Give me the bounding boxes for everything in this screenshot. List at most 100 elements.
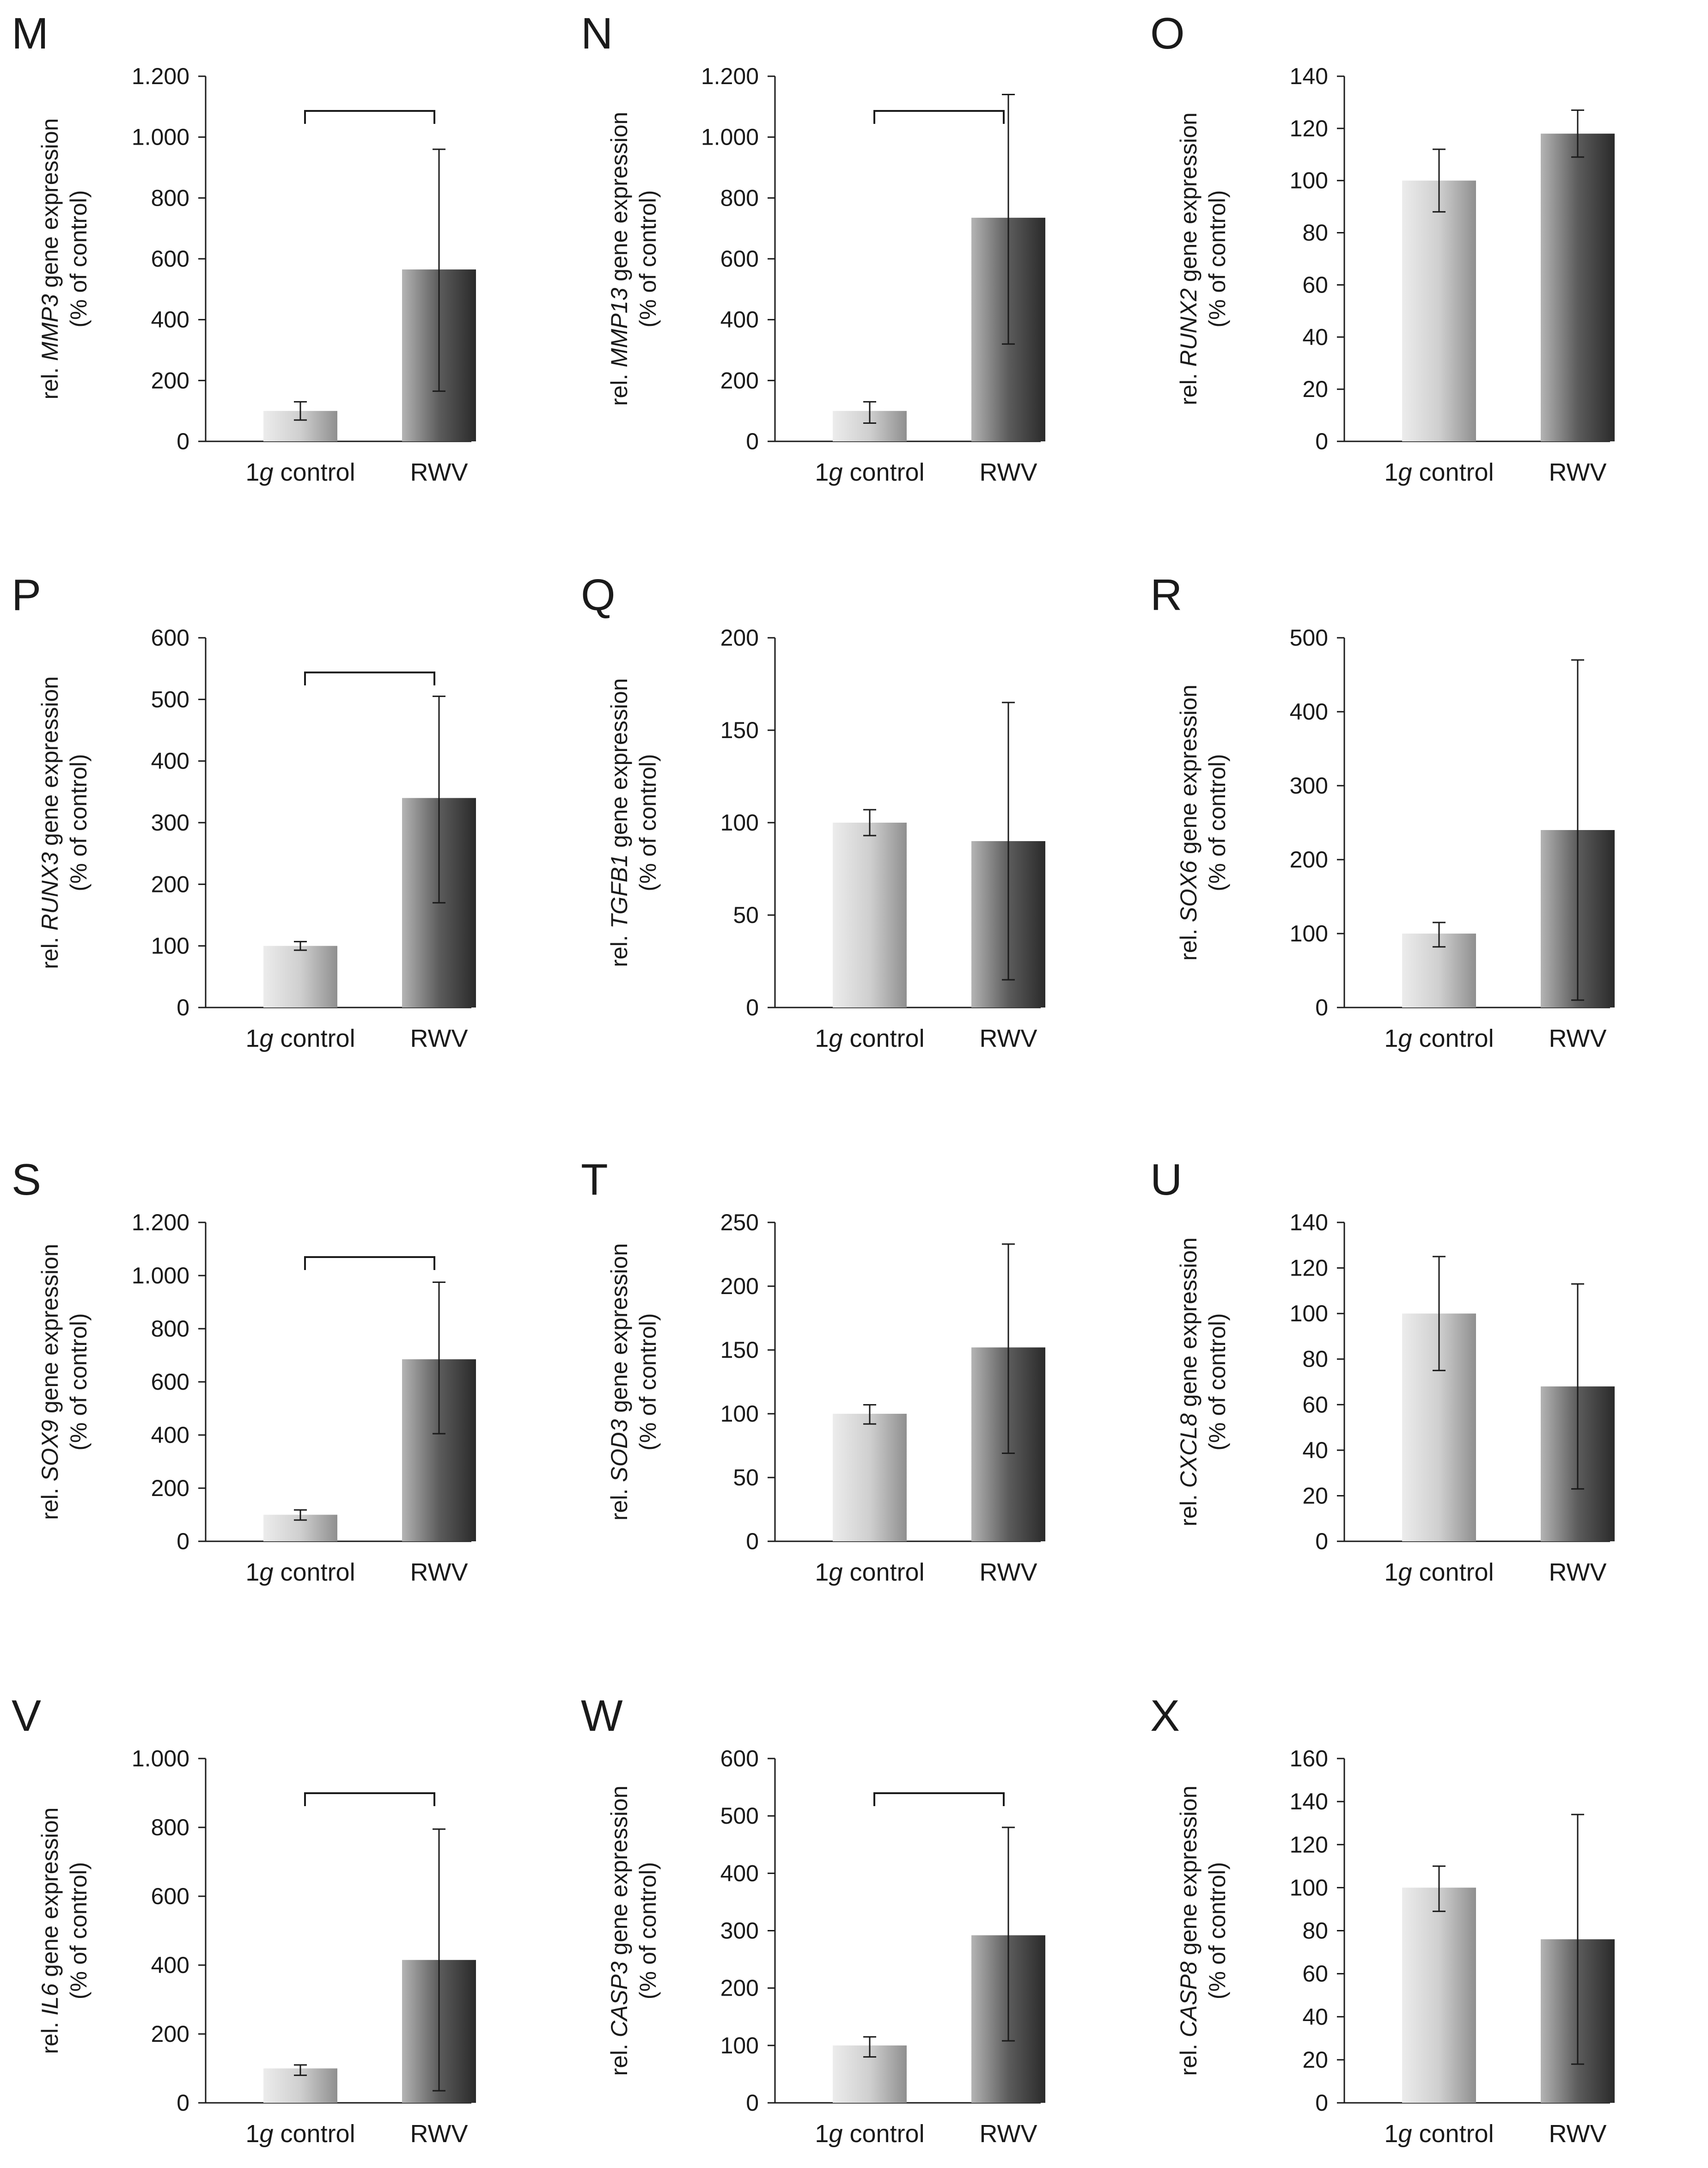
y-tick-label: 400 bbox=[1290, 699, 1328, 725]
chart-panel-t: T 0 50 100 150 200 250 rel. SOD3 gene expressio… bbox=[581, 1155, 1045, 1586]
y-tick-label: 0 bbox=[177, 2090, 189, 2116]
x-category-label-control: 1g control bbox=[1384, 1558, 1494, 1586]
y-tick-label: 0 bbox=[1315, 1528, 1328, 1554]
y-tick-label: 600 bbox=[720, 246, 759, 272]
panel-letter: R bbox=[1150, 570, 1182, 620]
y-tick-label: 1.000 bbox=[132, 124, 189, 150]
panel-letter: X bbox=[1150, 1691, 1180, 1741]
chart-panel-r: R 0 100 200 300 400 500 rel. SOX6 gene expressi… bbox=[1150, 570, 1615, 1052]
y-axis-label-unit: (% of control) bbox=[66, 1313, 92, 1450]
x-category-label-control: 1g control bbox=[245, 1025, 355, 1052]
y-tick-label: 100 bbox=[1290, 1875, 1328, 1900]
y-tick-label: 120 bbox=[1290, 1255, 1328, 1281]
y-tick-label: 300 bbox=[720, 1918, 759, 1944]
y-tick-label: 600 bbox=[720, 1746, 759, 1771]
y-tick-label: 120 bbox=[1290, 116, 1328, 141]
chart-panel-m: M 0 200 400 600 800 1.000 1.200 rel. MMP3 gene e… bbox=[12, 9, 476, 486]
bar-1g-control bbox=[1402, 180, 1476, 441]
y-axis-label-unit: (% of control) bbox=[66, 190, 92, 327]
y-axis-label-unit: (% of control) bbox=[635, 1313, 661, 1450]
y-tick-label: 0 bbox=[746, 428, 759, 454]
x-category-label-control: 1g control bbox=[245, 2120, 355, 2148]
x-category-label-rwv: RWV bbox=[979, 1558, 1037, 1586]
y-tick-label: 100 bbox=[720, 2033, 759, 2058]
y-tick-label: 80 bbox=[1302, 220, 1328, 246]
x-category-label-rwv: RWV bbox=[410, 2120, 468, 2148]
y-tick-label: 0 bbox=[1315, 995, 1328, 1020]
panel-letter: Q bbox=[581, 570, 616, 620]
y-tick-label: 100 bbox=[720, 1401, 759, 1427]
y-tick-label: 300 bbox=[151, 810, 189, 836]
y-axis-label: rel. RUNX3 gene expression bbox=[37, 676, 63, 969]
chart-panel-w: W 0 100 200 300 400 500 600 rel. CASP3 gene expr… bbox=[581, 1691, 1045, 2148]
panel-letter: U bbox=[1150, 1155, 1182, 1204]
y-tick-label: 600 bbox=[151, 1883, 189, 1909]
chart-panel-p: P 0 100 200 300 400 500 600 rel. RUNX3 gene expr… bbox=[12, 570, 476, 1052]
y-tick-label: 100 bbox=[720, 810, 759, 836]
bar-1g-control bbox=[833, 823, 907, 1008]
y-tick-label: 800 bbox=[151, 1316, 189, 1342]
y-tick-label: 120 bbox=[1290, 1832, 1328, 1857]
y-tick-label: 1.200 bbox=[132, 63, 189, 89]
y-axis-label: rel. IL6 gene expression bbox=[37, 1808, 63, 2054]
y-tick-label: 500 bbox=[720, 1803, 759, 1829]
y-tick-label: 0 bbox=[1315, 2090, 1328, 2116]
y-tick-label: 200 bbox=[1290, 847, 1328, 873]
y-tick-label: 0 bbox=[746, 995, 759, 1020]
y-axis-label-unit: (% of control) bbox=[635, 190, 661, 327]
y-tick-label: 40 bbox=[1302, 324, 1328, 350]
y-axis-label-unit: (% of control) bbox=[66, 754, 92, 891]
y-tick-label: 50 bbox=[733, 1465, 759, 1490]
y-axis-label: rel. SOD3 gene expression bbox=[606, 1243, 632, 1521]
y-axis-label: rel. MMP13 gene expression bbox=[606, 112, 632, 406]
x-category-label-rwv: RWV bbox=[1549, 458, 1606, 486]
x-category-label-rwv: RWV bbox=[979, 1025, 1037, 1052]
y-tick-label: 0 bbox=[746, 2090, 759, 2116]
significance-bracket bbox=[304, 1792, 435, 1806]
y-tick-label: 150 bbox=[720, 717, 759, 743]
y-tick-label: 200 bbox=[151, 2021, 189, 2047]
y-tick-label: 500 bbox=[151, 686, 189, 712]
x-category-label-control: 1g control bbox=[1384, 1025, 1494, 1052]
panel-letter: T bbox=[581, 1155, 608, 1204]
x-category-label-rwv: RWV bbox=[410, 458, 468, 486]
y-tick-label: 800 bbox=[151, 185, 189, 211]
y-tick-label: 80 bbox=[1302, 1346, 1328, 1372]
x-category-label-control: 1g control bbox=[815, 2120, 924, 2148]
y-tick-label: 400 bbox=[151, 307, 189, 333]
chart-panel-s: S 0 200 400 600 800 1.000 1.200 rel. SOX9 gene e… bbox=[12, 1155, 476, 1586]
y-tick-label: 20 bbox=[1302, 376, 1328, 402]
panel-letter: N bbox=[581, 9, 613, 58]
significance-bracket bbox=[873, 1792, 1005, 1806]
y-axis-label: rel. CASP3 gene expression bbox=[606, 1785, 632, 2076]
chart-panel-v: V 0 200 400 600 800 1.000 rel. IL6 gene express… bbox=[12, 1691, 476, 2148]
x-category-label-control: 1g control bbox=[815, 1025, 924, 1052]
y-tick-label: 0 bbox=[746, 1528, 759, 1554]
y-axis-label-unit: (% of control) bbox=[66, 1862, 92, 1999]
y-tick-label: 1.000 bbox=[701, 124, 759, 150]
y-tick-label: 100 bbox=[151, 933, 189, 959]
y-tick-label: 1.000 bbox=[132, 1746, 189, 1771]
y-axis-label: rel. TGFB1 gene expression bbox=[606, 678, 632, 967]
y-tick-label: 100 bbox=[1290, 168, 1328, 194]
x-category-label-control: 1g control bbox=[1384, 2120, 1494, 2148]
x-category-label-control: 1g control bbox=[245, 1558, 355, 1586]
y-tick-label: 0 bbox=[177, 428, 189, 454]
y-tick-label: 40 bbox=[1302, 1437, 1328, 1463]
x-category-label-rwv: RWV bbox=[979, 458, 1037, 486]
x-category-label-rwv: RWV bbox=[1549, 1025, 1606, 1052]
y-tick-label: 800 bbox=[151, 1814, 189, 1840]
y-tick-label: 80 bbox=[1302, 1918, 1328, 1944]
y-tick-label: 400 bbox=[720, 307, 759, 333]
x-category-label-rwv: RWV bbox=[1549, 2120, 1606, 2148]
y-tick-label: 400 bbox=[151, 748, 189, 774]
x-category-label-control: 1g control bbox=[245, 458, 355, 486]
y-tick-label: 60 bbox=[1302, 1961, 1328, 1987]
y-axis-label: rel. MMP3 gene expression bbox=[37, 118, 63, 400]
y-tick-label: 1.000 bbox=[132, 1263, 189, 1289]
panel-letter: V bbox=[12, 1691, 41, 1741]
y-tick-label: 1.200 bbox=[132, 1209, 189, 1235]
x-category-label-control: 1g control bbox=[1384, 458, 1494, 486]
y-tick-label: 100 bbox=[1290, 1301, 1328, 1326]
panel-letter: W bbox=[581, 1691, 623, 1741]
